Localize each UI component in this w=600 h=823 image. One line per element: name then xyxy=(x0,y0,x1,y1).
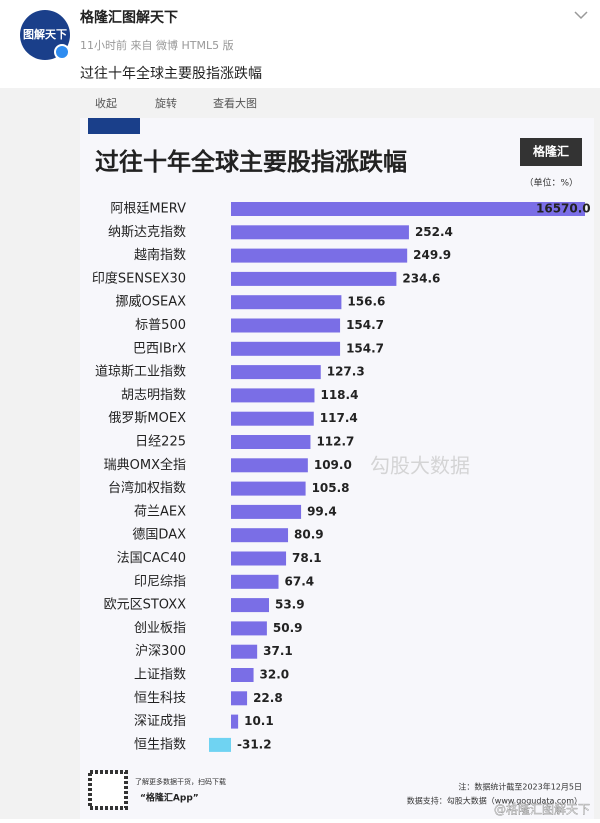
category-label: 日经225 xyxy=(135,435,186,450)
value-label: 112.7 xyxy=(316,435,354,449)
category-label: 印度SENSEX30 xyxy=(92,270,186,286)
chart-title: 过往十年全球主要股指涨跌幅 xyxy=(95,148,407,176)
value-label: 80.9 xyxy=(294,528,324,542)
author-name[interactable]: 格隆汇图解天下 xyxy=(80,9,178,26)
logo: 格隆汇 xyxy=(533,144,569,159)
category-label: 沪深300 xyxy=(135,643,186,659)
category-label: 巴西IBrX xyxy=(133,341,186,356)
value-label: 16570.0 xyxy=(536,202,591,216)
footnote: 注：数据统计截至2023年12月5日 xyxy=(458,782,582,792)
bar xyxy=(231,295,342,310)
bar xyxy=(231,481,306,496)
post-meta: 11小时前 来自 微博 HTML5 版 xyxy=(80,38,234,52)
category-label: 荷兰AEX xyxy=(134,504,186,519)
bar xyxy=(231,714,239,729)
bar xyxy=(231,435,311,449)
value-label: 127.3 xyxy=(327,365,365,379)
value-label: 53.9 xyxy=(275,598,305,612)
bar xyxy=(231,202,585,216)
category-label: 胡志明指数 xyxy=(121,388,186,403)
chart-top-bar xyxy=(88,118,140,134)
category-label: 德国DAX xyxy=(132,528,186,543)
category-label: 越南指数 xyxy=(134,247,186,263)
category-label: 恒生科技 xyxy=(134,691,186,706)
bar xyxy=(231,621,267,636)
bar xyxy=(231,644,258,659)
category-label: 法国CAC40 xyxy=(117,551,186,566)
category-label: 道琼斯工业指数 xyxy=(95,365,186,380)
bar xyxy=(231,365,321,380)
value-label: 22.8 xyxy=(253,691,283,705)
value-label: 117.4 xyxy=(320,411,358,425)
bars xyxy=(209,202,585,752)
value-label: -31.2 xyxy=(237,737,272,751)
category-label: 深证成指 xyxy=(134,714,186,729)
bar xyxy=(231,248,408,263)
value-label: 249.9 xyxy=(413,248,451,262)
action-collapse[interactable]: 收起 xyxy=(95,96,117,110)
value-label: 67.4 xyxy=(285,574,315,588)
value-label: 10.1 xyxy=(244,714,274,728)
logo-box xyxy=(520,138,582,166)
bar xyxy=(231,504,302,519)
bar xyxy=(209,737,231,752)
source: 数据支持：勾股大数据（www.gogudata.com） xyxy=(407,796,582,806)
value-label: 154.7 xyxy=(346,318,384,332)
bar xyxy=(231,574,279,589)
value-label: 32.0 xyxy=(260,668,290,682)
bar xyxy=(231,598,269,613)
image-watermark: @格隆汇图解天下 xyxy=(494,802,590,817)
bar xyxy=(231,271,397,286)
value-label: 109.0 xyxy=(314,458,352,472)
value-label: 105.8 xyxy=(312,481,350,495)
avatar-text: 图解天下 xyxy=(23,27,67,41)
category-label: 恒生指数 xyxy=(134,737,186,752)
category-label: 台湾加权指数 xyxy=(108,480,186,496)
value-label: 154.7 xyxy=(346,341,384,355)
bar xyxy=(231,341,341,356)
category-label: 俄罗斯MOEX xyxy=(108,411,186,426)
bar xyxy=(231,225,409,240)
bar xyxy=(231,691,248,706)
category-label: 欧元区STOXX xyxy=(104,598,186,613)
value-label: 37.1 xyxy=(263,644,293,658)
bar xyxy=(231,388,315,403)
qr-caption: 了解更多数据干货，扫码下载 xyxy=(135,777,226,786)
bar xyxy=(231,668,254,682)
action-view-large[interactable]: 查看大图 xyxy=(213,96,257,110)
bar xyxy=(231,528,289,543)
bar xyxy=(231,318,341,333)
verified-badge xyxy=(54,44,70,60)
category-label: 上证指数 xyxy=(134,668,186,683)
category-label: 瑞典OMX全指 xyxy=(104,457,186,473)
category-label: 标普500 xyxy=(135,318,186,333)
value-label: 156.6 xyxy=(347,295,385,309)
bar xyxy=(231,458,308,473)
value-label: 252.4 xyxy=(415,225,453,239)
watermark-logo: 勾股大数据 xyxy=(370,454,470,478)
menu-arrow[interactable] xyxy=(574,11,588,20)
category-label: 阿根廷MERV xyxy=(110,202,186,217)
value-label: 118.4 xyxy=(320,388,358,402)
value-label: 78.1 xyxy=(292,551,322,565)
post-text: 过往十年全球主要股指涨跌幅 xyxy=(80,65,262,82)
unit: （单位：%） xyxy=(524,177,578,189)
value-label: 234.6 xyxy=(402,271,440,285)
action-rotate[interactable]: 旋转 xyxy=(155,96,177,110)
value-label: 99.4 xyxy=(307,504,337,518)
category-label: 印尼综指 xyxy=(134,574,186,589)
bar xyxy=(231,551,287,566)
bar xyxy=(231,411,314,426)
category-label: 纳斯达克指数 xyxy=(108,225,186,240)
category-label: 挪威OSEAX xyxy=(116,295,187,310)
value-label: 50.9 xyxy=(273,621,303,635)
category-label: 创业板指 xyxy=(134,621,186,636)
app-name: “格隆汇App” xyxy=(140,792,199,804)
qr-code xyxy=(88,770,128,810)
